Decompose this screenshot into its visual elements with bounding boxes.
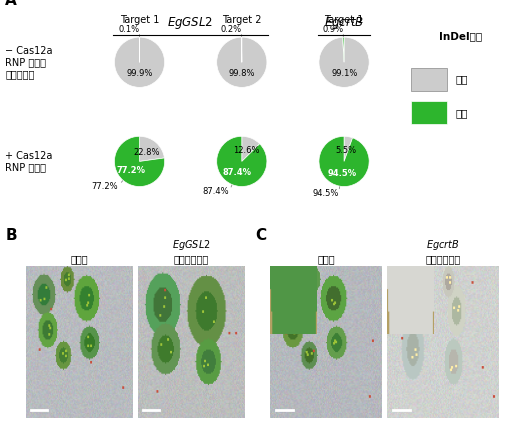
Wedge shape	[343, 37, 344, 62]
Text: C: C	[255, 228, 266, 243]
Wedge shape	[139, 136, 164, 161]
Text: あり: あり	[455, 108, 467, 118]
Text: + Cas12a
RNP 複合体: + Cas12a RNP 複合体	[5, 151, 53, 172]
Text: InDel変異: InDel変異	[439, 31, 482, 41]
Text: 99.9%: 99.9%	[126, 69, 153, 78]
Wedge shape	[217, 37, 267, 87]
Text: Target 2: Target 2	[222, 14, 262, 24]
Text: B: B	[5, 228, 17, 243]
Title: 野生株: 野生株	[71, 254, 88, 264]
Text: 5.5%: 5.5%	[335, 146, 357, 155]
Text: 0.9%: 0.9%	[322, 25, 343, 34]
Text: 94.5%: 94.5%	[328, 169, 357, 178]
Wedge shape	[242, 136, 259, 161]
Text: 99.1%: 99.1%	[331, 69, 358, 78]
Wedge shape	[114, 37, 165, 87]
Text: − Cas12a
RNP 複合体
（対照区）: − Cas12a RNP 複合体 （対照区）	[5, 46, 53, 79]
Text: Target 1: Target 1	[120, 14, 159, 24]
Text: 99.8%: 99.8%	[229, 69, 255, 78]
Wedge shape	[114, 136, 165, 187]
Text: 0.2%: 0.2%	[220, 25, 242, 34]
Text: 77.2%: 77.2%	[92, 181, 118, 191]
Text: 87.4%: 87.4%	[223, 168, 252, 178]
Title: 野生株: 野生株	[318, 254, 335, 264]
Title: $\it{EgGSL2}$
ゲノム編集株: $\it{EgGSL2}$ ゲノム編集株	[172, 238, 211, 264]
Text: Target 1: Target 1	[324, 14, 364, 24]
Text: 87.4%: 87.4%	[203, 187, 229, 196]
Wedge shape	[319, 37, 369, 87]
Title: $\it{EgcrtB}$
ゲノム編集株: $\it{EgcrtB}$ ゲノム編集株	[426, 238, 461, 264]
Text: A: A	[5, 0, 17, 8]
Text: 77.2%: 77.2%	[117, 166, 146, 176]
Wedge shape	[319, 136, 369, 187]
Text: 94.5%: 94.5%	[312, 189, 339, 198]
Text: 22.8%: 22.8%	[134, 149, 160, 157]
Text: 12.6%: 12.6%	[233, 146, 259, 155]
Text: $\it{EgGSL2}$: $\it{EgGSL2}$	[167, 15, 214, 31]
Text: $\it{EgcrtB}$: $\it{EgcrtB}$	[324, 15, 364, 31]
Wedge shape	[217, 136, 267, 187]
Wedge shape	[344, 136, 353, 161]
Text: 0.1%: 0.1%	[119, 25, 139, 34]
Text: なし: なし	[455, 74, 467, 84]
